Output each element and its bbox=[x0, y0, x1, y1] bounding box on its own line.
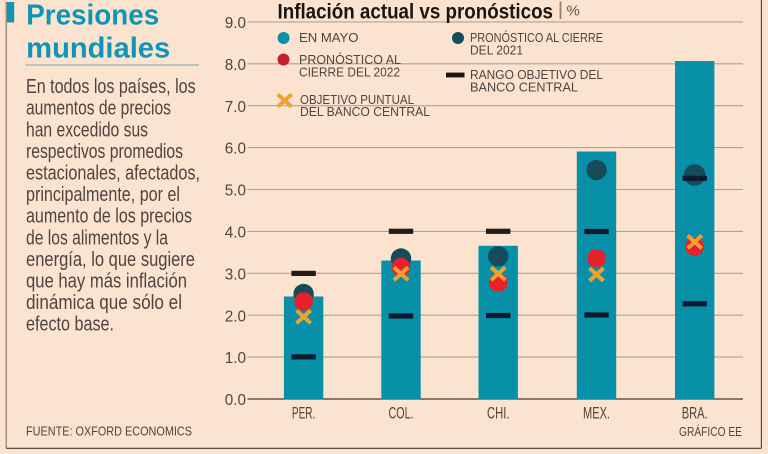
svg-text:aumento de los precios: aumento de los precios bbox=[26, 206, 192, 228]
svg-text:DEL 2021: DEL 2021 bbox=[470, 43, 523, 58]
svg-text:dinámica que sólo el: dinámica que sólo el bbox=[26, 292, 182, 314]
svg-text:DEL BANCO CENTRAL: DEL BANCO CENTRAL bbox=[300, 104, 430, 119]
svg-text:4.0: 4.0 bbox=[225, 225, 246, 242]
svg-text:Inflación actual vs pronóstico: Inflación actual vs pronósticos bbox=[278, 1, 554, 24]
svg-text:6.0: 6.0 bbox=[225, 141, 246, 158]
svg-text:OBJETIVO PUNTUAL: OBJETIVO PUNTUAL bbox=[300, 92, 414, 107]
svg-text:BRA.: BRA. bbox=[682, 404, 708, 422]
svg-text:3.0: 3.0 bbox=[225, 266, 246, 283]
svg-text:COL.: COL. bbox=[389, 404, 414, 422]
svg-text:0.0: 0.0 bbox=[225, 392, 246, 409]
svg-text:aumentos de precios: aumentos de precios bbox=[26, 98, 171, 120]
svg-text:7.0: 7.0 bbox=[225, 99, 246, 116]
svg-text:EN MAYO: EN MAYO bbox=[299, 30, 359, 45]
svg-text:principalmente, por el: principalmente, por el bbox=[26, 184, 180, 206]
svg-text:han excedido sus: han excedido sus bbox=[26, 119, 148, 141]
svg-text:PER.: PER. bbox=[292, 404, 315, 422]
svg-text:que hay más inflación: que hay más inflación bbox=[26, 271, 187, 293]
svg-text:CHI.: CHI. bbox=[487, 404, 510, 422]
svg-text:8.0: 8.0 bbox=[225, 57, 246, 74]
svg-text:9.0: 9.0 bbox=[225, 15, 246, 32]
svg-text:FUENTE: OXFORD ECONOMICS: FUENTE: OXFORD ECONOMICS bbox=[26, 425, 192, 439]
svg-text:En todos los países, los: En todos los países, los bbox=[26, 76, 196, 98]
svg-text:CIERRE DEL 2022: CIERRE DEL 2022 bbox=[299, 65, 400, 80]
svg-text:mundiales: mundiales bbox=[26, 33, 170, 65]
svg-text:%: % bbox=[567, 2, 580, 19]
svg-text:2.0: 2.0 bbox=[225, 308, 246, 325]
svg-text:MEX.: MEX. bbox=[583, 404, 610, 422]
svg-text:1.0: 1.0 bbox=[225, 350, 246, 367]
svg-text:efecto base.: efecto base. bbox=[26, 314, 114, 336]
svg-text:estacionales, afectados,: estacionales, afectados, bbox=[26, 163, 200, 185]
svg-text:PRONÓSTICO AL CIERRE: PRONÓSTICO AL CIERRE bbox=[470, 30, 603, 45]
svg-text:GRÁFICO EE: GRÁFICO EE bbox=[679, 424, 742, 439]
svg-text:respectivos promedios: respectivos promedios bbox=[26, 141, 183, 163]
svg-text:BANCO CENTRAL: BANCO CENTRAL bbox=[470, 79, 578, 94]
svg-text:PRONÓSTICO AL: PRONÓSTICO AL bbox=[299, 52, 401, 67]
svg-text:energía, lo que sugiere: energía, lo que sugiere bbox=[26, 249, 195, 271]
svg-text:5.0: 5.0 bbox=[225, 183, 246, 200]
svg-text:Presiones: Presiones bbox=[26, 0, 159, 31]
svg-text:de los alimentos y la: de los alimentos y la bbox=[26, 227, 169, 249]
svg-text:RANGO OBJETIVO DEL: RANGO OBJETIVO DEL bbox=[470, 67, 603, 82]
